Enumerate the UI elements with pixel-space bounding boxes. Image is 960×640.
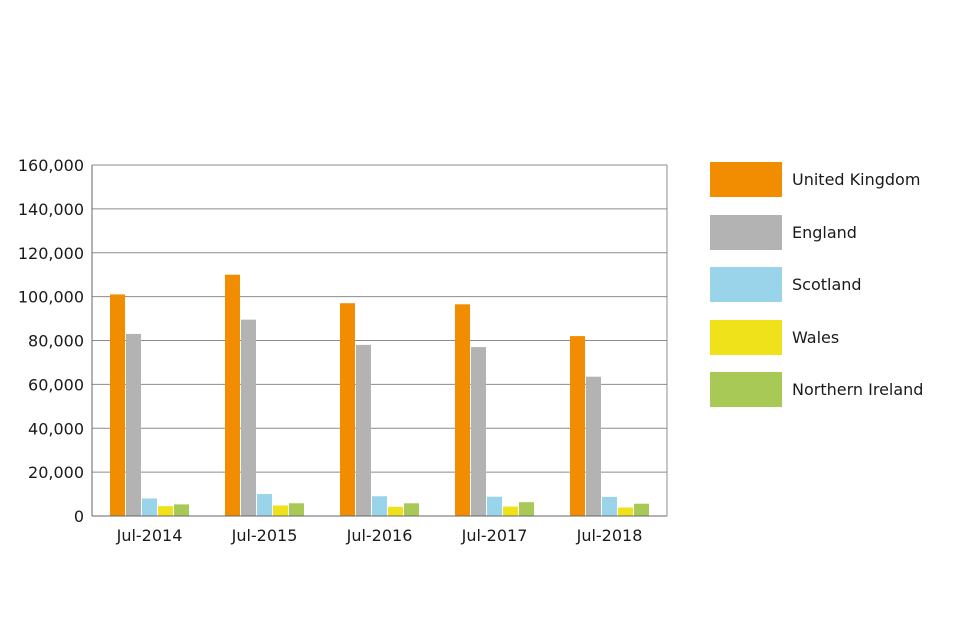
- legend-item-united-kingdom: United Kingdom: [710, 162, 950, 197]
- y-tick-label: 60,000: [28, 375, 84, 394]
- bar-northern-ireland-jul-2017: [519, 502, 534, 516]
- bar-united-kingdom-jul-2015: [225, 274, 240, 516]
- legend-item-wales: Wales: [710, 319, 950, 355]
- bar-united-kingdom-jul-2016: [340, 303, 355, 516]
- legend-label: Wales: [792, 327, 840, 347]
- y-tick-label: 40,000: [28, 419, 84, 438]
- x-tick-label: Jul-2017: [461, 526, 528, 545]
- legend-swatch: [710, 214, 782, 250]
- x-tick-label: Jul-2016: [346, 526, 413, 545]
- bar-wales-jul-2014: [158, 506, 173, 516]
- bars: [110, 274, 649, 516]
- bar-scotland-jul-2018: [602, 496, 617, 516]
- bar-scotland-jul-2014: [142, 498, 157, 516]
- bar-northern-ireland-jul-2016: [404, 503, 419, 516]
- axes: [91, 165, 668, 517]
- x-tick-label: Jul-2014: [116, 526, 183, 545]
- bar-wales-jul-2018: [618, 507, 633, 516]
- legend-label: United Kingdom: [792, 170, 921, 189]
- legend-item-northern-ireland: Northern Ireland: [710, 372, 950, 407]
- bar-united-kingdom-jul-2018: [570, 336, 585, 516]
- x-axis-ticks: Jul-2014 Jul-2015 Jul-2016 Jul-2017 Jul-2018: [116, 526, 643, 545]
- bar-northern-ireland-jul-2014: [174, 504, 189, 516]
- bar-england-jul-2018: [586, 376, 601, 516]
- bar-england-jul-2017: [471, 347, 486, 516]
- y-tick-label: 140,000: [18, 200, 84, 219]
- bar-wales-jul-2015: [273, 505, 288, 516]
- legend-swatch: [710, 319, 782, 355]
- legend: United Kingdom England Scotland Wales No…: [710, 162, 950, 425]
- x-tick-label: Jul-2015: [231, 526, 298, 545]
- legend-label: Northern Ireland: [792, 380, 924, 399]
- legend-label: England: [792, 222, 857, 242]
- bar-wales-jul-2016: [388, 506, 403, 516]
- legend-label: Scotland: [792, 275, 862, 294]
- x-tick-label: Jul-2018: [576, 526, 643, 545]
- bar-scotland-jul-2015: [257, 494, 272, 516]
- bar-england-jul-2014: [126, 333, 141, 516]
- bar-northern-ireland-jul-2015: [289, 503, 304, 516]
- bar-northern-ireland-jul-2018: [634, 503, 649, 516]
- bar-united-kingdom-jul-2017: [455, 304, 470, 516]
- bar-united-kingdom-jul-2014: [110, 294, 125, 516]
- bar-scotland-jul-2016: [372, 496, 387, 516]
- y-tick-label: 100,000: [18, 288, 84, 307]
- bar-england-jul-2016: [356, 344, 371, 516]
- legend-swatch: [710, 162, 782, 197]
- legend-item-scotland: Scotland: [710, 267, 950, 302]
- bar-wales-jul-2017: [503, 506, 518, 516]
- y-tick-label: 20,000: [28, 463, 84, 482]
- legend-swatch: [710, 267, 782, 302]
- y-tick-label: 80,000: [28, 332, 84, 351]
- bar-england-jul-2015: [241, 319, 256, 516]
- legend-item-england: England: [710, 214, 950, 250]
- y-axis-ticks: 0 20,000 40,000 60,000 80,000 100,000 120,000 1…: [18, 156, 84, 526]
- gridlines: [92, 164, 667, 473]
- y-tick-label: 160,000: [18, 156, 84, 175]
- y-tick-label: 0: [74, 507, 84, 526]
- y-tick-label: 120,000: [18, 244, 84, 263]
- legend-swatch: [710, 372, 782, 407]
- bar-scotland-jul-2017: [487, 496, 502, 516]
